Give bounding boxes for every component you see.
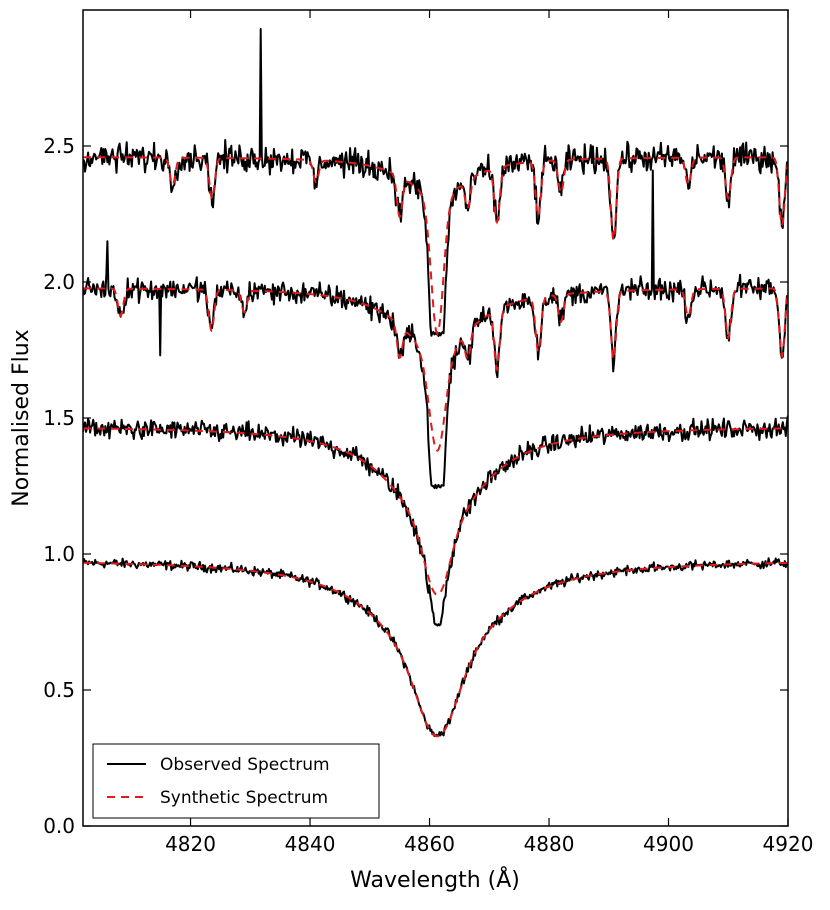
observed-spectrum-line: [83, 415, 788, 627]
x-axis-label: Wavelength (Å): [350, 866, 520, 893]
observed-spectrum-line: [83, 28, 788, 338]
x-tick-label: 4900: [643, 832, 694, 856]
observed-spectrum-line: [83, 169, 788, 490]
y-tick-label: 2.0: [43, 270, 75, 294]
synthetic-spectrum-line: [83, 156, 788, 336]
synthetic-spectrum-line: [83, 561, 788, 738]
observed-spectrum-line: [83, 557, 788, 738]
y-tick-label: 1.0: [43, 542, 75, 566]
legend-synthetic-label: Synthetic Spectrum: [160, 788, 328, 808]
synthetic-spectrum-line: [83, 427, 788, 596]
y-tick-label: 0.5: [43, 678, 75, 702]
x-tick-label: 4920: [763, 832, 814, 856]
y-axis-label: Normalised Flux: [9, 329, 34, 506]
synthetic-spectrum-line: [83, 287, 788, 452]
x-tick-label: 4840: [285, 832, 336, 856]
axis-ticks: 4820 4840 4860 4880 4900 4920 0.0 0.5 1.0 1.5 2.0 2…: [43, 10, 813, 856]
y-tick-label: 1.5: [43, 406, 75, 430]
x-tick-label: 4860: [404, 832, 455, 856]
plot-frame: [82, 9, 789, 827]
y-tick-label: 2.5: [43, 134, 75, 158]
x-tick-label: 4820: [165, 832, 216, 856]
x-tick-label: 4880: [524, 832, 575, 856]
y-tick-label: 0.0: [43, 814, 75, 838]
legend-observed-label: Observed Spectrum: [160, 755, 330, 775]
plot-content: [83, 28, 788, 738]
legend-box: [92, 743, 380, 819]
legend: Observed Spectrum Synthetic Spectrum: [92, 743, 380, 819]
